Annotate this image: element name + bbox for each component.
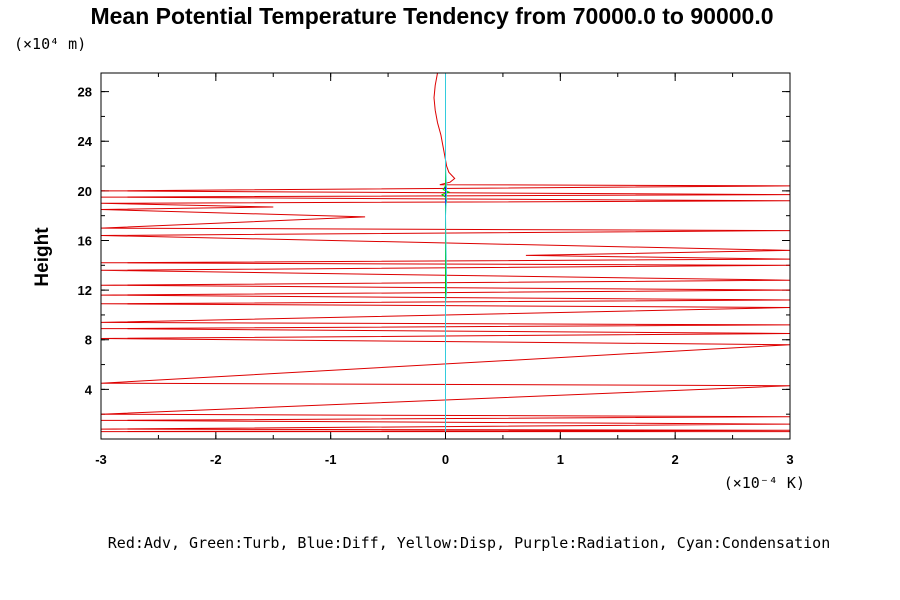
series-line-condensation xyxy=(444,73,448,432)
y-tick-label: 28 xyxy=(78,85,92,100)
series-line-adv xyxy=(101,73,790,433)
x-tick-label: 2 xyxy=(672,452,679,467)
y-axis-unit: (×10⁴ m) xyxy=(14,35,86,53)
y-tick-label: 20 xyxy=(78,184,92,199)
legend-text: Red:Adv, Green:Turb, Blue:Diff, Yellow:D… xyxy=(108,534,830,552)
x-tick-label: -1 xyxy=(325,452,337,467)
y-tick-label: 16 xyxy=(78,233,92,248)
y-tick-label: 24 xyxy=(78,134,93,149)
plot-frame xyxy=(100,72,791,440)
y-tick-label: 4 xyxy=(85,382,93,397)
x-tick-label: -3 xyxy=(95,452,107,467)
x-tick-label: 1 xyxy=(557,452,564,467)
x-tick-label: -2 xyxy=(210,452,222,467)
y-tick-label: 12 xyxy=(78,283,92,298)
x-tick-label: 0 xyxy=(442,452,449,467)
x-tick-label: 3 xyxy=(786,452,793,467)
y-axis-label: Height xyxy=(32,227,53,287)
chart-title: Mean Potential Temperature Tendency from… xyxy=(90,3,773,29)
y-tick-label: 8 xyxy=(85,333,92,348)
plot-series xyxy=(101,73,790,433)
x-axis-unit: (×10⁻⁴ K) xyxy=(724,474,805,492)
